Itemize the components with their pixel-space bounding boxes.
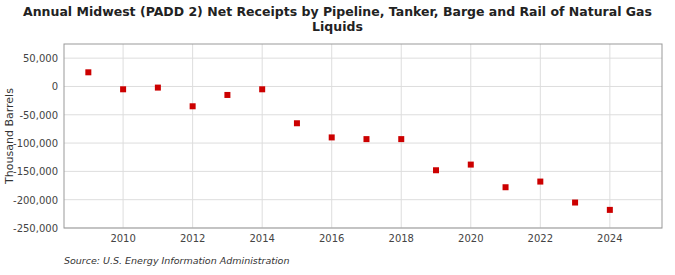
x-tick-label: 2010: [110, 233, 135, 244]
y-tick-label: 50,000: [23, 53, 58, 64]
point: [294, 120, 300, 126]
x-grid-line: [123, 44, 124, 228]
axes: 50,000 0 -50,000 -100,000 -150,000 -200,000 -2…: [13, 44, 662, 244]
point: [120, 86, 126, 92]
point: [607, 207, 613, 213]
point: [329, 134, 335, 140]
grid: [64, 44, 662, 228]
x-grid-line: [401, 44, 402, 228]
source-note: Source: U.S. Energy Information Administ…: [64, 255, 289, 266]
y-grid-line: [64, 114, 662, 115]
x-tick-label: 2012: [180, 233, 205, 244]
y-grid-line: [64, 86, 662, 87]
point: [572, 200, 578, 206]
point: [155, 85, 161, 91]
y-axis-label: Thousand Barrels: [3, 88, 16, 185]
x-tick-label: 2024: [597, 233, 622, 244]
y-grid-line: [64, 143, 662, 144]
point: [363, 136, 369, 142]
y-grid-line: [64, 58, 662, 59]
point: [433, 167, 439, 173]
point: [85, 69, 91, 75]
x-grid-line: [540, 44, 541, 228]
title-line: Annual Midwest (PADD 2) Net Receipts by …: [23, 4, 652, 19]
x-grid-line: [609, 44, 610, 228]
y-tick-label: -250,000: [13, 223, 58, 234]
y-grid-line: [64, 171, 662, 172]
y-tick-label: -100,000: [13, 138, 58, 149]
x-grid-line: [262, 44, 263, 228]
x-tick-label: 2018: [389, 233, 414, 244]
point: [224, 92, 230, 98]
point: [503, 184, 509, 190]
point: [259, 86, 265, 92]
y-tick-label: -50,000: [19, 110, 58, 121]
x-tick-label: 2014: [249, 233, 274, 244]
title: Annual Midwest (PADD 2) Net Receipts by …: [23, 4, 652, 34]
title-line: Liquids: [312, 19, 363, 34]
point: [468, 162, 474, 168]
y-tick-label: 0: [52, 81, 58, 92]
x-tick-label: 2016: [319, 233, 344, 244]
y-tick-label: -200,000: [13, 195, 58, 206]
point: [398, 136, 404, 142]
points: [85, 69, 613, 213]
plot-frame: [64, 44, 662, 228]
x-grid-line: [470, 44, 471, 228]
point: [190, 103, 196, 109]
point: [537, 179, 543, 185]
y-tick-label: -150,000: [13, 166, 58, 177]
x-grid-line: [192, 44, 193, 228]
x-tick-label: 2020: [458, 233, 483, 244]
x-tick-label: 2022: [528, 233, 553, 244]
chart: Annual Midwest (PADD 2) Net Receipts by …: [0, 0, 675, 275]
